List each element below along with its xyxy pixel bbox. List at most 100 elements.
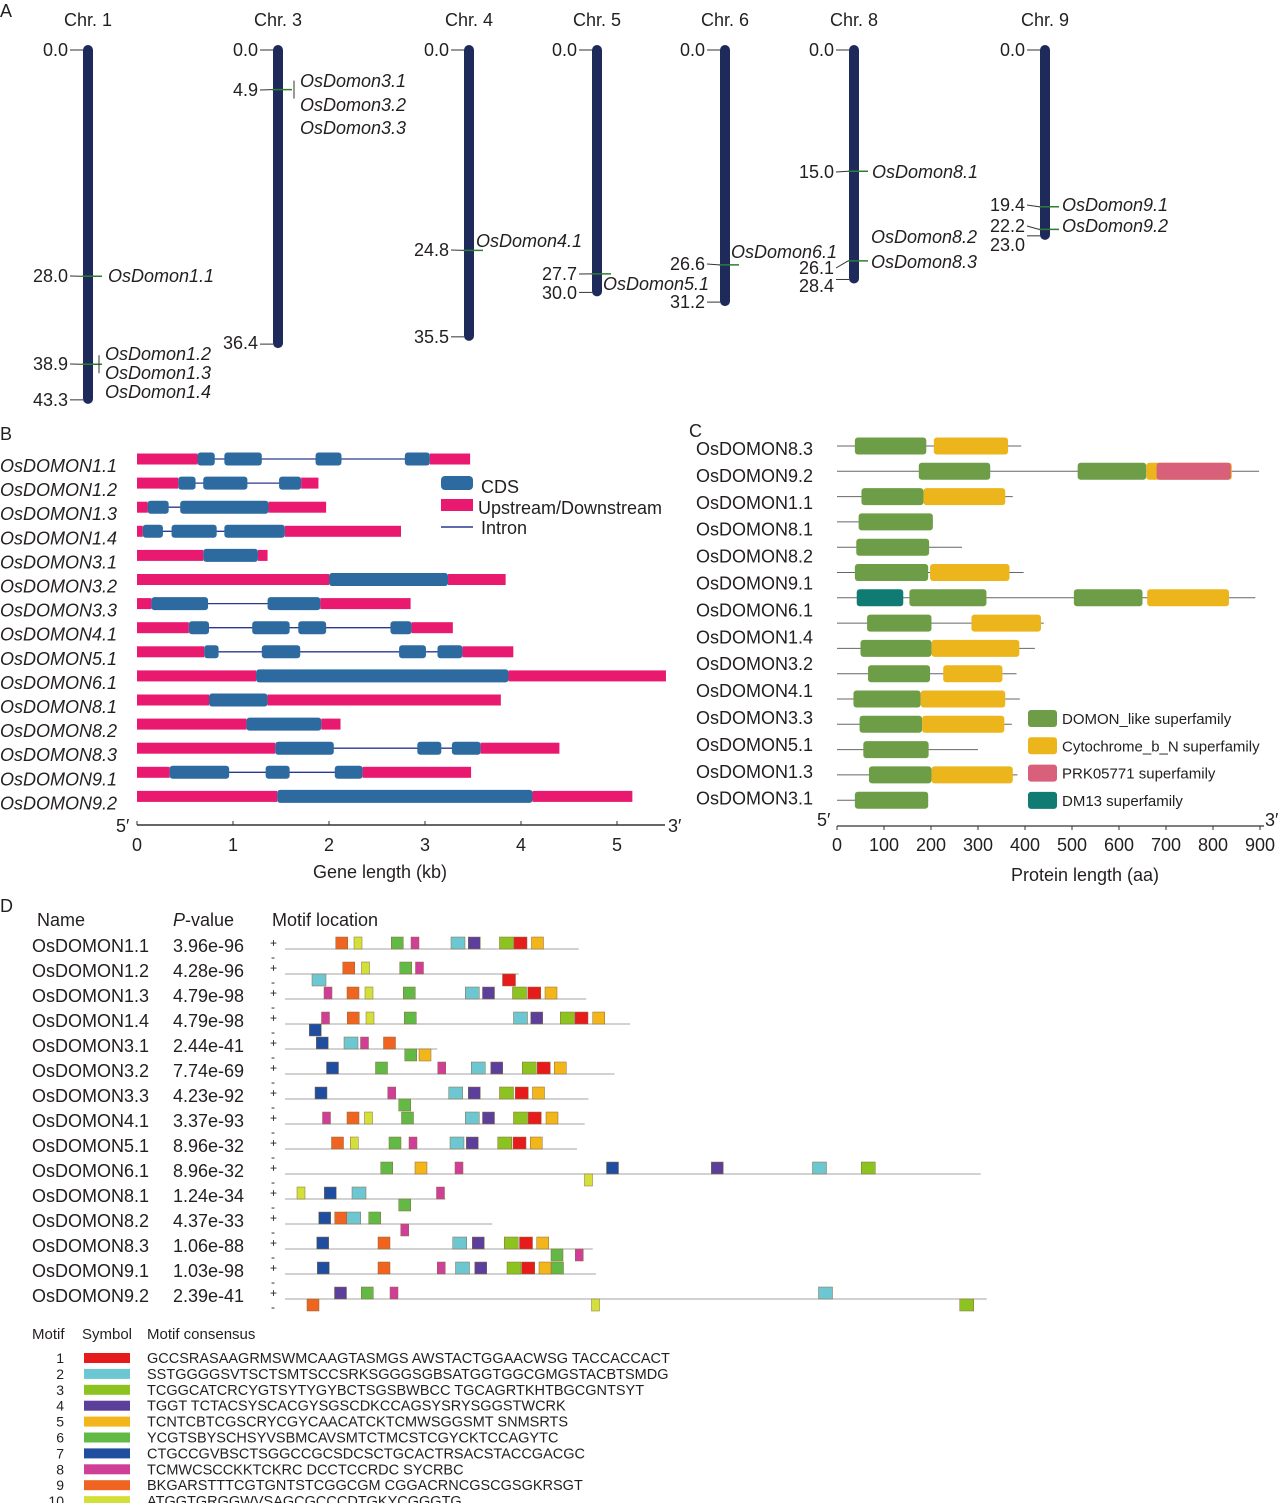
motif-consensus: ATGGTGRGGWVSAGCGCCCDTGKYCGGGTG [147,1494,462,1503]
upstream-segment [137,525,143,537]
motif-2-box [812,1161,827,1175]
motif-8-box [400,1223,409,1237]
motif-5-box [554,1061,567,1075]
start-position-label: 0.0 [809,40,834,60]
motif-2-box [311,973,327,987]
motif-6-box [404,1048,417,1062]
domain-domon [854,791,929,809]
legend-label: DM13 superfamily [1062,793,1183,810]
motif-symbol-swatch [84,1480,130,1491]
motif-2-box [351,1186,367,1200]
gene-name: OsDOMON1.1 [0,456,117,476]
motif-consensus: TGGT TCTACSYSCACGYSGSCDKCCAGSYSRYSGGSTWC… [147,1399,566,1415]
motif-6-box [404,1011,417,1025]
gene-name: OsDOMON3.3 [32,1086,149,1106]
cds-exon [256,669,509,683]
locus-position-label: 26.6 [670,254,705,274]
gene-name: OsDOMON6.1 [32,1161,149,1181]
cds-exon [277,789,533,803]
motif-6-box [399,961,412,975]
motif-consensus: TCMWCSCCKKTCKRC DCCTCCRDC SYCRBC [147,1462,464,1478]
motif-6-box [391,936,404,950]
chromosome-name: Chr. 9 [1021,10,1069,30]
motif-symbol-swatch [84,1432,130,1443]
motif-3-box [499,1086,514,1100]
motif-4-box [474,1261,487,1275]
motif-6-box [398,1098,411,1112]
gene-name: OsDOMON3.1 [0,552,117,572]
cds-exon [246,717,322,731]
cds-exon [334,765,363,779]
legend-label: Cytochrome_b_N superfamily [1062,738,1260,755]
end-position-label: 23.0 [990,235,1025,255]
upstream-segment [137,766,170,778]
motif-1-box [519,1236,533,1250]
p-value: 8.96e-32 [173,1136,244,1156]
x-tick-label: 3 [420,835,430,855]
motif-6-box [398,1198,411,1212]
gene-name: OsDOMON9.2 [32,1286,149,1306]
downstream-segment [480,742,560,754]
cds-exon [204,645,219,659]
protein-name: OsDOMON3.2 [696,654,813,674]
domain-cytb [971,614,1041,632]
locus-position-label: 4.9 [233,80,258,100]
strand-plus-label: + [270,1286,277,1300]
strand-minus-label: - [271,950,275,964]
x-tick-label: 400 [1010,835,1040,855]
gene-name: OsDOMON8.1 [32,1186,149,1206]
motif-7-box [317,1261,330,1275]
gene-name: OsDOMON9.2 [0,793,117,813]
motif-symbol-swatch [84,1464,130,1475]
strand-minus-label: - [271,1025,275,1039]
strand-minus-label: - [271,1250,275,1264]
motif-7-box [324,1186,337,1200]
start-position-label: 0.0 [424,40,449,60]
cds-exon [203,548,258,562]
motif-8-box [321,1011,330,1025]
motif-3-box [506,1261,522,1275]
motif-5-box [418,1048,432,1062]
motif-9-box [377,1236,391,1250]
motif-3-box [504,1236,519,1250]
cds-exon [399,645,426,659]
protein-name: OsDOMON6.1 [696,600,813,620]
p-value: 4.79e-98 [173,986,244,1006]
p-value: 1.03e-98 [173,1261,244,1281]
motif-number: 1 [56,1350,64,1366]
protein-name: OsDOMON4.1 [696,681,813,701]
motif-consensus: TCGGCATCRCYGTSYTYGYBCTSGSBWBCC TGCAGRTKH… [147,1383,644,1399]
motif-6-box [361,1286,374,1300]
motif-2-box [513,1011,528,1025]
strand-minus-label: - [271,1125,275,1139]
header-name: Name [37,910,85,930]
motif-4-box [468,936,481,950]
gene-name: OsDOMON1.2 [32,961,149,981]
motif-2-box [448,1086,463,1100]
motif-1-box [574,1011,589,1025]
p-value: 7.74e-69 [173,1061,244,1081]
motif-symbol-swatch [84,1448,130,1459]
end-position-label: 43.3 [33,390,68,410]
protein-name: OsDOMON8.2 [696,547,813,567]
upstream-segment [137,670,257,682]
x-tick-label: 200 [916,835,946,855]
chromosome-bar [1040,45,1050,240]
cds-exon [404,452,430,466]
motif-10-box [353,936,363,950]
strand-plus-label: + [270,1061,277,1075]
gene-name: OsDOMON1.1 [32,936,149,956]
domain-prk [1156,462,1231,480]
strand-plus-label: + [270,1186,277,1200]
motif-10-box [361,961,370,975]
cds-exon [142,524,163,538]
protein-name: OsDOMON1.4 [696,627,813,647]
motif-2-box [818,1286,833,1300]
domain-domon [854,564,929,581]
motif-8-box [410,936,420,950]
motif-9-box [335,936,348,950]
legend-swatch-dm13 [1028,791,1057,809]
panel-label-b: B [0,424,12,444]
cds-exon [178,476,196,490]
strand-minus-label: - [271,1200,275,1214]
